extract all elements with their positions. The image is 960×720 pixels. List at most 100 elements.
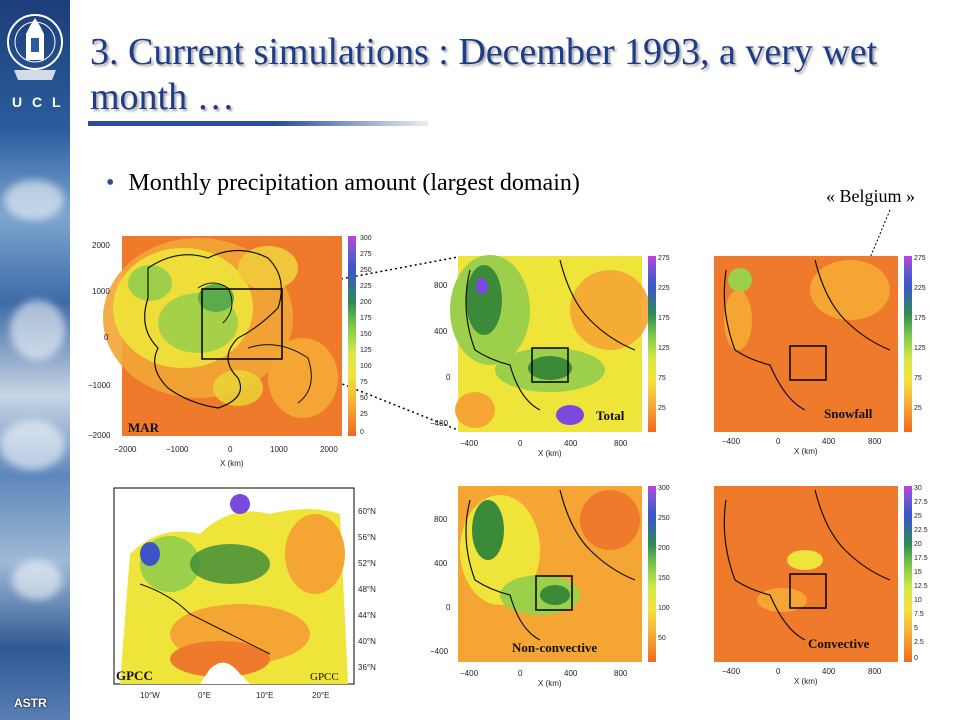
axis-tick-label: 800	[614, 669, 628, 678]
axis-tick-label: 2.5	[914, 639, 924, 646]
axis-tick-label: −400	[430, 419, 449, 428]
axis-tick-label: 125	[914, 345, 926, 352]
belgium-pointer-line	[869, 209, 891, 259]
bullet-item: • Monthly precipitation amount (largest d…	[106, 170, 580, 197]
slide-title: 3. Current simulations : December 1993, …	[90, 31, 878, 118]
axis-tick-label: 25	[914, 405, 922, 412]
axis-tick-label: X (km)	[538, 679, 562, 688]
axis-tick-label: 200	[360, 299, 372, 306]
axis-tick-label: 27.5	[914, 499, 928, 506]
axis-tick-label: 10	[914, 597, 922, 604]
axis-tick-label: 225	[658, 285, 670, 292]
axis-tick-label: 0	[446, 603, 451, 612]
zoom-region-box	[201, 288, 283, 360]
axis-tick-label: 175	[360, 315, 372, 322]
belgium-box	[789, 573, 827, 609]
axis-tick-label: 0	[518, 669, 523, 678]
axis-tick-label: 400	[434, 327, 448, 336]
convective-label: Convective	[808, 636, 870, 651]
axis-tick-label: 0	[228, 445, 233, 454]
axis-tick-label: 20	[914, 541, 922, 548]
axis-tick-label: 150	[658, 575, 670, 582]
axis-tick-label: −1000	[88, 381, 111, 390]
university-seal-logo	[7, 14, 63, 80]
axis-tick-label: 0	[104, 333, 109, 342]
axis-tick-label: −400	[460, 439, 479, 448]
axis-tick-label: 60°N	[358, 507, 376, 516]
axis-tick-label: 20°E	[312, 691, 329, 700]
axis-tick-label: 125	[360, 347, 372, 354]
mar-label: MAR	[128, 420, 160, 435]
gpcc-label: GPCC	[116, 668, 153, 683]
axis-tick-label: 10°E	[256, 691, 273, 700]
axis-tick-label: X (km)	[794, 677, 818, 686]
nonconvective-label: Non-convective	[512, 640, 597, 655]
gpcc-map-panel: 60°N 56°N 52°N 48°N 44°N 40°N 36°N 10°W …	[100, 484, 390, 704]
belgium-box	[535, 575, 573, 611]
title-underline	[88, 121, 428, 126]
axis-tick-label: 0	[446, 373, 451, 382]
bullet-dot-icon: •	[106, 170, 115, 196]
axis-tick-label: 1000	[270, 445, 288, 454]
axis-tick-label: 0°E	[198, 691, 211, 700]
axis-tick-label: 56°N	[358, 533, 376, 542]
axis-tick-label: 10°W	[140, 691, 160, 700]
axis-tick-label: −400	[722, 437, 741, 446]
logo-text: U C L	[12, 94, 64, 110]
axis-tick-label: 400	[564, 669, 578, 678]
axis-tick-label: 125	[658, 345, 670, 352]
axis-tick-label: 15	[914, 569, 922, 576]
axis-tick-label: 36°N	[358, 663, 376, 672]
axis-tick-label: 800	[614, 439, 628, 448]
snowfall-label: Snowfall	[824, 406, 873, 421]
axis-tick-label: 150	[360, 331, 372, 338]
axis-tick-label: 0	[360, 429, 364, 436]
total-label: Total	[596, 408, 625, 423]
nonconvective-map-panel: 300 250 200 150 100 50 800 400 0 −400 −400 …	[420, 480, 680, 690]
belgium-box	[531, 347, 569, 383]
axis-tick-label: X (km)	[220, 459, 244, 468]
axis-tick-label: −1000	[166, 445, 189, 454]
axis-tick-label: 800	[434, 281, 448, 290]
belgium-box	[789, 345, 827, 381]
axis-tick-label: 50	[360, 395, 368, 402]
axis-tick-label: 175	[914, 315, 926, 322]
convective-map-panel: 30 27.5 25 22.5 20 17.5 15 12.5 10 7.5 5 2.5 0…	[690, 480, 950, 690]
gpcc-label-secondary: GPCC	[310, 671, 339, 683]
mar-map-panel: 300 275 250 225 200 175 150 125 100 75 50 25 0…	[88, 228, 378, 476]
axis-tick-label: 100	[360, 363, 372, 370]
axis-tick-label: 400	[822, 667, 836, 676]
axis-tick-label: 30	[914, 485, 922, 492]
footer-label: ASTR	[14, 696, 47, 710]
axis-tick-label: −400	[460, 669, 479, 678]
axis-tick-label: 400	[564, 439, 578, 448]
axis-tick-label: 250	[658, 515, 670, 522]
axis-tick-label: 275	[914, 255, 926, 262]
axis-tick-label: 800	[868, 667, 882, 676]
axis-tick-label: 40°N	[358, 637, 376, 646]
axis-tick-label: 800	[434, 515, 448, 524]
axis-tick-label: 48°N	[358, 585, 376, 594]
axis-tick-label: 25	[658, 405, 666, 412]
axis-tick-label: 75	[360, 379, 368, 386]
axis-tick-label: X (km)	[794, 447, 818, 456]
axis-tick-label: 17.5	[914, 555, 928, 562]
axis-tick-label: −400	[722, 667, 741, 676]
axis-tick-label: −2000	[114, 445, 137, 454]
axis-tick-label: 250	[360, 267, 372, 274]
axis-tick-label: 2000	[92, 241, 110, 250]
axis-tick-label: 0	[914, 655, 918, 662]
axis-tick-label: 25	[914, 513, 922, 520]
axis-tick-label: 2000	[320, 445, 338, 454]
axis-tick-label: 800	[868, 437, 882, 446]
axis-tick-label: 0	[776, 437, 781, 446]
axis-tick-label: 275	[360, 251, 372, 258]
axis-tick-label: 400	[822, 437, 836, 446]
axis-tick-label: 25	[360, 411, 368, 418]
axis-tick-label: 7.5	[914, 611, 924, 618]
axis-tick-label: 200	[658, 545, 670, 552]
axis-tick-label: 175	[658, 315, 670, 322]
axis-tick-label: −400	[430, 647, 449, 656]
axis-tick-label: 225	[914, 285, 926, 292]
axis-tick-label: 300	[360, 235, 372, 242]
